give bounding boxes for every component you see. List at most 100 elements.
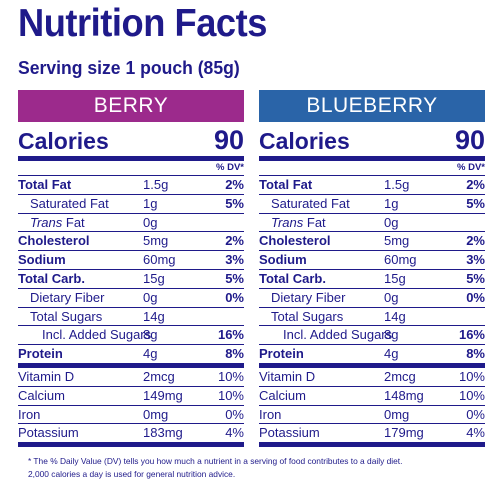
dv-header: % DV* xyxy=(457,162,485,173)
nutrient-amount: 183mg xyxy=(143,425,183,441)
nutrient-row-calcium: Calcium 149mg 10% xyxy=(18,385,244,405)
nutrient-row-saturated-fat: Saturated Fat 1g 5% xyxy=(18,193,244,213)
nutrient-dv: 5% xyxy=(466,195,485,211)
nutrient-row-vitamin-d: Vitamin D 2mcg 10% xyxy=(259,362,485,386)
nutrient-label: Iron xyxy=(18,406,41,422)
footnote-line-1: * The % Daily Value (DV) tells you how m… xyxy=(28,456,403,466)
divider xyxy=(259,156,485,161)
nutrient-dv: 8% xyxy=(466,346,485,362)
blueberry-flavor-header: BLUEBERRY xyxy=(259,90,485,122)
nutrient-dv: 0% xyxy=(466,289,485,305)
nutrient-amount: 4g xyxy=(384,346,399,362)
nutrient-row-sodium: Sodium 60mg 3% xyxy=(259,250,485,269)
nutrient-dv: 4% xyxy=(225,425,244,441)
berry-flavor-header: BERRY xyxy=(18,90,244,122)
nutrient-label: Potassium xyxy=(18,425,79,441)
nutrient-amount: 1.5g xyxy=(384,177,410,192)
nutrient-row-trans-fat: Trans Fat 0g xyxy=(18,212,244,232)
nutrient-row-total-carb: Total Carb. 15g 5% xyxy=(259,268,485,288)
nutrient-dv: 2% xyxy=(466,177,485,192)
nutrient-label: Saturated Fat xyxy=(30,195,109,211)
nutrient-amount: 148mg xyxy=(384,387,424,403)
nutrient-amount: 8g xyxy=(143,327,158,343)
nutrient-row-added-sugars: Incl. Added Sugars 8g 16% xyxy=(259,325,485,344)
nutrient-amount: 0g xyxy=(143,214,158,230)
nutrient-label: Total Sugars xyxy=(30,308,103,324)
nutrient-row-potassium: Potassium 183mg 4% xyxy=(18,423,244,442)
nutrient-amount: 0g xyxy=(143,289,158,305)
divider xyxy=(259,442,485,448)
trans-rest-text: Fat xyxy=(303,214,326,230)
nutrient-row-total-fat: Total Fat 1.5g 2% xyxy=(18,175,244,194)
nutrient-amount: 2mcg xyxy=(143,368,175,384)
nutrient-row-protein: Protein 4g 8% xyxy=(18,344,244,363)
nutrient-dv: 16% xyxy=(217,327,244,343)
nutrient-amount: 5mg xyxy=(384,233,410,249)
berry-panel: BERRY Calories 90 % DV* Total Fat 1.5g 2… xyxy=(18,90,244,448)
nutrient-label: Incl. Added Sugars xyxy=(42,327,152,343)
dv-header: % DV* xyxy=(216,162,244,173)
blueberry-calories-value: 90 xyxy=(454,125,485,155)
nutrient-label: Vitamin D xyxy=(259,368,316,384)
divider xyxy=(18,442,244,448)
nutrient-dv: 4% xyxy=(466,425,485,441)
footnote: * The % Daily Value (DV) tells you how m… xyxy=(28,455,488,481)
nutrient-row-iron: Iron 0mg 0% xyxy=(259,404,485,424)
nutrient-label: Dietary Fiber xyxy=(271,289,346,305)
nutrient-label: Vitamin D xyxy=(18,368,75,384)
nutrient-dv: 8% xyxy=(225,346,244,362)
nutrient-dv: 16% xyxy=(458,327,485,343)
nutrient-label: Sodium xyxy=(259,252,307,268)
nutrient-dv: 10% xyxy=(217,368,244,384)
nutrient-label: Cholesterol xyxy=(18,233,90,249)
nutrient-label: Trans Fat xyxy=(30,214,85,232)
nutrient-amount: 2mcg xyxy=(384,368,416,384)
calories-label: Calories xyxy=(259,128,350,154)
nutrient-label: Protein xyxy=(259,346,304,362)
nutrient-row-total-sugars: Total Sugars 14g xyxy=(259,306,485,326)
nutrient-amount: 0mg xyxy=(143,406,169,422)
nutrient-dv: 10% xyxy=(217,387,244,403)
nutrient-amount: 1g xyxy=(143,195,158,211)
nutrient-row-total-fat: Total Fat 1.5g 2% xyxy=(259,175,485,194)
nutrient-row-dietary-fiber: Dietary Fiber 0g 0% xyxy=(259,287,485,307)
trans-italic-text: Trans xyxy=(271,214,304,230)
nutrient-dv: 10% xyxy=(458,368,485,384)
nutrient-label: Sodium xyxy=(18,252,66,268)
nutrient-amount: 14g xyxy=(143,308,165,324)
nutrient-row-cholesterol: Cholesterol 5mg 2% xyxy=(18,231,244,250)
nutrient-dv: 0% xyxy=(225,289,244,305)
nutrient-amount: 8g xyxy=(384,327,399,343)
nutrient-row-total-sugars: Total Sugars 14g xyxy=(18,306,244,326)
nutrient-label: Total Fat xyxy=(259,177,313,192)
blueberry-calories-row: Calories 90 xyxy=(259,125,485,156)
nutrient-dv: 2% xyxy=(466,233,485,249)
nutrient-amount: 4g xyxy=(143,346,158,362)
nutrient-amount: 0g xyxy=(384,214,399,230)
nutrient-label: Trans Fat xyxy=(271,214,326,232)
nutrient-label: Calcium xyxy=(18,387,65,403)
nutrient-amount: 149mg xyxy=(143,387,183,403)
calories-label: Calories xyxy=(18,128,109,154)
nutrient-amount: 60mg xyxy=(384,252,417,268)
nutrient-row-added-sugars: Incl. Added Sugars 8g 16% xyxy=(18,325,244,344)
nutrient-row-vitamin-d: Vitamin D 2mcg 10% xyxy=(18,362,244,386)
berry-calories-value: 90 xyxy=(213,125,244,155)
nutrient-label: Protein xyxy=(18,346,63,362)
nutrient-amount: 15g xyxy=(384,270,406,286)
nutrient-row-total-carb: Total Carb. 15g 5% xyxy=(18,268,244,288)
blueberry-panel: BLUEBERRY Calories 90 % DV* Total Fat 1.… xyxy=(259,90,485,448)
nutrient-row-protein: Protein 4g 8% xyxy=(259,344,485,363)
nutrient-row-iron: Iron 0mg 0% xyxy=(18,404,244,424)
nutrient-dv: 3% xyxy=(225,252,244,268)
nutrient-dv: 3% xyxy=(466,252,485,268)
footnote-line-2: 2,000 calories a day is used for general… xyxy=(28,469,236,479)
page-title: Nutrition Facts xyxy=(18,2,267,45)
trans-italic-text: Trans xyxy=(30,214,63,230)
nutrient-dv: 2% xyxy=(225,177,244,192)
nutrient-label: Calcium xyxy=(259,387,306,403)
nutrient-row-sodium: Sodium 60mg 3% xyxy=(18,250,244,269)
nutrient-label: Potassium xyxy=(259,425,320,441)
nutrient-amount: 0g xyxy=(384,289,399,305)
nutrient-label: Incl. Added Sugars xyxy=(283,327,393,343)
